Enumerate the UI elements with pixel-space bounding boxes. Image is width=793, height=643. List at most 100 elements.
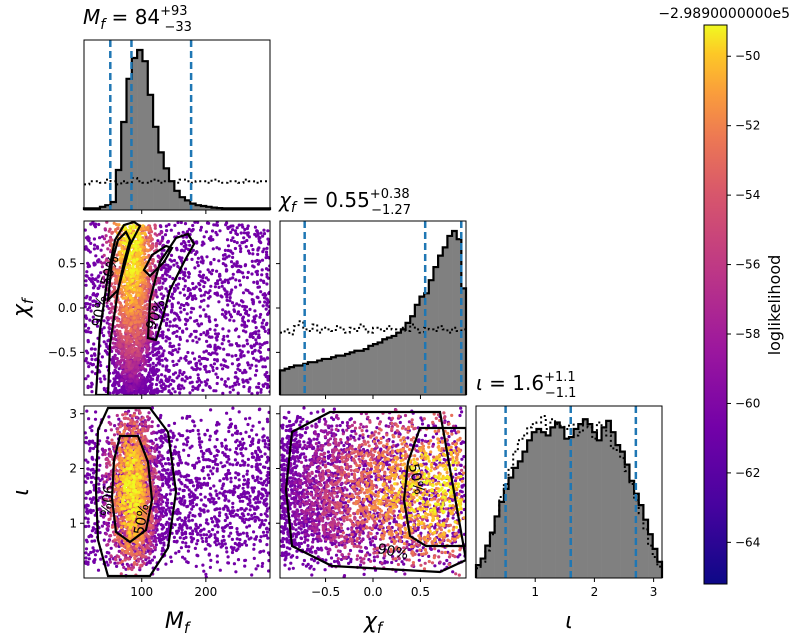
sample-point (164, 277, 168, 281)
sample-point (220, 312, 224, 316)
sample-point (209, 284, 213, 288)
sample-point (178, 387, 182, 391)
sample-point (175, 261, 179, 265)
sample-point (88, 449, 92, 453)
sample-point (160, 373, 164, 377)
sample-point (211, 472, 215, 476)
sample-point (266, 378, 270, 382)
sample-point (196, 554, 200, 558)
sample-point (238, 368, 242, 373)
sample-point (235, 429, 239, 433)
sample-point (175, 246, 179, 250)
sample-point (220, 526, 224, 530)
sample-point (188, 293, 192, 297)
sample-point (208, 320, 212, 324)
sample-point (205, 465, 209, 469)
sample-point (202, 331, 206, 335)
sample-point (155, 357, 159, 361)
sample-point (86, 520, 90, 524)
sample-point (139, 389, 143, 393)
sample-point (252, 455, 256, 459)
sample-point (232, 487, 236, 491)
sample-point (224, 512, 228, 517)
sample-point (107, 415, 111, 419)
sample-point (135, 257, 139, 261)
sample-point (234, 278, 238, 282)
sample-point (142, 245, 147, 250)
sample-point (177, 549, 181, 554)
sample-point (118, 250, 122, 254)
sample-point (137, 305, 141, 309)
sample-point (185, 414, 189, 419)
sample-point (267, 569, 270, 573)
sample-point (252, 543, 256, 547)
sample-point (203, 547, 207, 551)
sample-point (202, 308, 206, 312)
sample-point (175, 512, 179, 516)
sample-point (153, 232, 157, 236)
sample-point (257, 259, 261, 263)
sample-point (84, 315, 88, 319)
sample-point (165, 520, 169, 525)
sample-point (158, 535, 162, 539)
sample-point (135, 379, 139, 383)
sample-point (113, 561, 117, 565)
sample-point (105, 304, 109, 308)
sample-point (195, 542, 199, 546)
sample-point (85, 507, 89, 511)
sample-point (131, 330, 136, 334)
sample-point (173, 523, 177, 527)
sample-point (252, 556, 256, 561)
sample-point (199, 380, 203, 384)
sample-point (230, 362, 234, 366)
sample-point (105, 301, 109, 305)
sample-point (212, 497, 216, 501)
sample-point (246, 457, 250, 461)
sample-point (120, 355, 124, 359)
sample-point (166, 468, 170, 472)
sample-point (124, 321, 129, 325)
sample-point (188, 360, 193, 364)
sample-point (194, 476, 198, 480)
sample-point (90, 455, 94, 459)
sample-point (153, 224, 157, 228)
sample-point (214, 281, 218, 286)
sample-point (116, 376, 120, 380)
sample-point (257, 333, 261, 337)
sample-point (186, 303, 190, 307)
sample-point (214, 543, 219, 547)
sample-point (244, 379, 248, 383)
sample-point (175, 438, 179, 442)
sample-point (154, 382, 159, 387)
sample-point (246, 422, 250, 427)
sample-point (115, 391, 119, 395)
sample-point (148, 351, 152, 355)
sample-point (208, 344, 212, 349)
sample-point (216, 525, 220, 529)
sample-point (138, 234, 142, 238)
sample-point (246, 270, 250, 274)
sample-point (105, 221, 109, 224)
sample-point (257, 329, 261, 333)
sample-point (265, 502, 269, 506)
sample-point (124, 301, 129, 305)
sample-point (134, 268, 139, 272)
sample-point (94, 410, 98, 414)
sample-point (230, 537, 234, 542)
sample-point (212, 362, 217, 366)
sample-point (97, 487, 101, 491)
sample-point (151, 347, 155, 351)
sample-point (117, 223, 121, 227)
sample-point (120, 249, 124, 253)
sample-point (96, 279, 100, 283)
sample-point (222, 477, 226, 481)
sample-point (163, 233, 168, 237)
sample-point (235, 261, 239, 265)
sample-point (247, 435, 251, 439)
sample-point (261, 250, 265, 254)
sample-point (208, 458, 212, 462)
sample-point (254, 234, 258, 238)
sample-point (99, 380, 103, 384)
sample-point (154, 363, 158, 367)
sample-point (85, 270, 89, 274)
